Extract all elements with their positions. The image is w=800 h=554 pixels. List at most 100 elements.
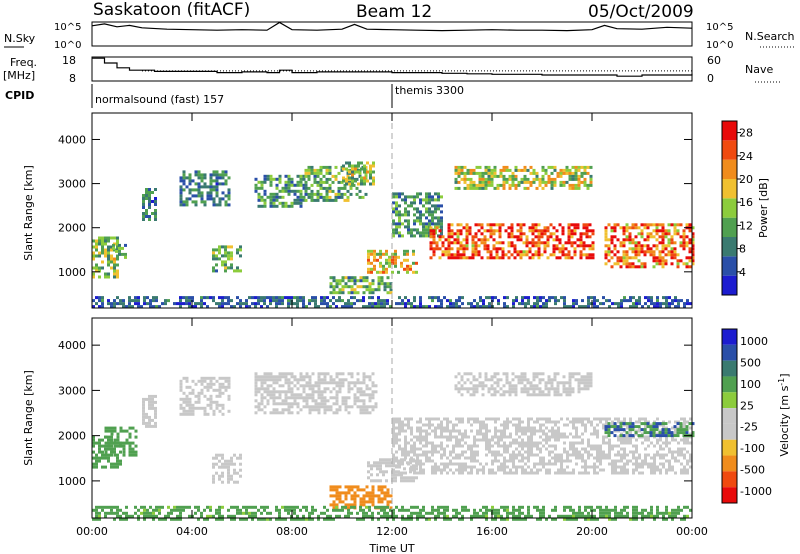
heatmap-cell-8 xyxy=(473,438,476,442)
heatmap-cell-11 xyxy=(209,514,212,518)
heatmap-cell-3 xyxy=(182,188,186,192)
heatmap-cell-5 xyxy=(323,381,327,385)
heatmap-cell-8 xyxy=(671,465,674,469)
heatmap-cell-11 xyxy=(489,223,493,227)
heatmap-cell-12 xyxy=(676,223,680,227)
heatmap-cell-8 xyxy=(398,459,401,463)
heatmap-cell-11 xyxy=(539,508,542,512)
heatmap-cell-3 xyxy=(188,409,192,413)
heatmap-cell-4 xyxy=(239,456,242,460)
heatmap-cell-8 xyxy=(509,432,512,436)
heatmap-cell-3 xyxy=(221,376,225,380)
heatmap-cell-5 xyxy=(269,195,273,199)
heatmap-cell-8 xyxy=(506,420,509,424)
heatmap-cell-10 xyxy=(410,201,413,205)
heatmap-cell-14 xyxy=(617,302,620,306)
heatmap-cell-14 xyxy=(137,296,140,300)
heatmap-cell-11 xyxy=(501,256,505,260)
heatmap-cell-4 xyxy=(221,465,224,469)
heatmap-cell-5 xyxy=(290,402,294,406)
heatmap-cell-14 xyxy=(575,299,578,303)
heatmap-cell-11 xyxy=(537,247,541,251)
heatmap-cell-6 xyxy=(313,180,317,184)
heatmap-cell-8 xyxy=(539,450,542,454)
heatmap-cell-12 xyxy=(691,235,695,239)
heatmap-cell-12 xyxy=(667,223,671,227)
heatmap-cell-11 xyxy=(377,505,380,509)
heatmap-cell-13 xyxy=(478,165,482,169)
heatmap-cell-6 xyxy=(377,494,381,498)
heatmap-cell-9 xyxy=(556,384,560,388)
heatmap-cell-8 xyxy=(668,450,671,454)
heatmap-cell-13 xyxy=(526,177,530,181)
heatmap-cell-8 xyxy=(485,447,488,451)
heatmap-cell-3 xyxy=(200,388,204,392)
heatmap-cell-14 xyxy=(383,305,386,309)
heatmap-cell-14 xyxy=(533,302,536,306)
heatmap-cell-1 xyxy=(131,426,135,430)
heatmap-cell-14 xyxy=(563,305,566,309)
heatmap-cell-14 xyxy=(476,305,479,309)
heatmap-cell-12 xyxy=(607,238,611,242)
heatmap-cell-11 xyxy=(480,238,484,242)
heatmap-cell-8 xyxy=(482,423,485,427)
heatmap-cell-3 xyxy=(212,170,216,174)
heatmap-cell-14 xyxy=(263,299,266,303)
heatmap-cell-8 xyxy=(446,471,449,475)
heatmap-cell-9 xyxy=(457,387,461,391)
heatmap-cell-6 xyxy=(332,485,336,489)
heatmap-cell-9 xyxy=(484,378,488,382)
heatmap-cell-12 xyxy=(610,241,614,245)
heatmap-cell-14 xyxy=(314,296,317,300)
heatmap-cell-6 xyxy=(316,183,320,187)
heatmap-cell-14 xyxy=(572,302,575,306)
heatmap-cell-11 xyxy=(474,232,478,236)
heatmap-cell-10 xyxy=(392,219,395,223)
heatmap-cell-6 xyxy=(335,494,339,498)
heatmap-cell-0 xyxy=(95,263,98,267)
heatmap-cell-8 xyxy=(641,441,644,445)
heatmap-cell-8 xyxy=(437,465,440,469)
heatmap-cell-11 xyxy=(278,517,281,521)
heatmap-cell-5 xyxy=(353,381,357,385)
heatmap-cell-6 xyxy=(371,494,375,498)
heatmap-cell-2 xyxy=(142,409,145,413)
heatmap-cell-3 xyxy=(218,391,222,395)
heatmap-cell-0 xyxy=(95,465,98,469)
heatmap-cell-11 xyxy=(450,229,454,233)
heatmap-cell-8 xyxy=(557,453,560,457)
heatmap-cell-8 xyxy=(494,471,497,475)
heatmap-cell-11 xyxy=(474,247,478,251)
heatmap-cell-8 xyxy=(545,462,548,466)
heatmap-cell-11 xyxy=(540,235,544,239)
heatmap-cell-8 xyxy=(665,444,668,448)
heatmap-cell-14 xyxy=(149,305,152,309)
heatmap-cell-14 xyxy=(164,299,167,303)
heatmap-cell-8 xyxy=(464,456,467,460)
heatmap-cell-13 xyxy=(538,183,542,187)
heatmap-cell-2 xyxy=(154,406,157,410)
heatmap-cell-8 xyxy=(632,444,635,448)
heatmap-cell-11 xyxy=(432,238,436,242)
heatmap-cell-1 xyxy=(113,426,117,430)
heatmap-cell-11 xyxy=(486,229,490,233)
heatmap-cell-11 xyxy=(152,514,155,518)
heatmap-cell-11 xyxy=(401,514,404,518)
heatmap-cell-6 xyxy=(313,192,317,196)
heatmap-cell-8 xyxy=(545,471,548,475)
heatmap-cell-13 xyxy=(493,165,497,169)
heatmap-cell-5 xyxy=(302,375,306,379)
heatmap-cell-14 xyxy=(494,296,497,300)
heatmap-cell-11 xyxy=(518,517,521,521)
heatmap-cell-13 xyxy=(517,168,521,172)
heatmap-cell-5 xyxy=(287,204,291,208)
heatmap-cell-11 xyxy=(492,256,496,260)
heatmap-cell-0 xyxy=(95,456,98,460)
heatmap-cell-0 xyxy=(113,269,116,273)
heatmap-cell-8 xyxy=(329,291,333,295)
heatmap-cell-11 xyxy=(576,226,580,230)
heatmap-cell-11 xyxy=(176,508,179,512)
heatmap-cell-8 xyxy=(413,465,416,469)
heatmap-cell-5 xyxy=(326,372,330,376)
heatmap-cell-6 xyxy=(325,195,329,199)
